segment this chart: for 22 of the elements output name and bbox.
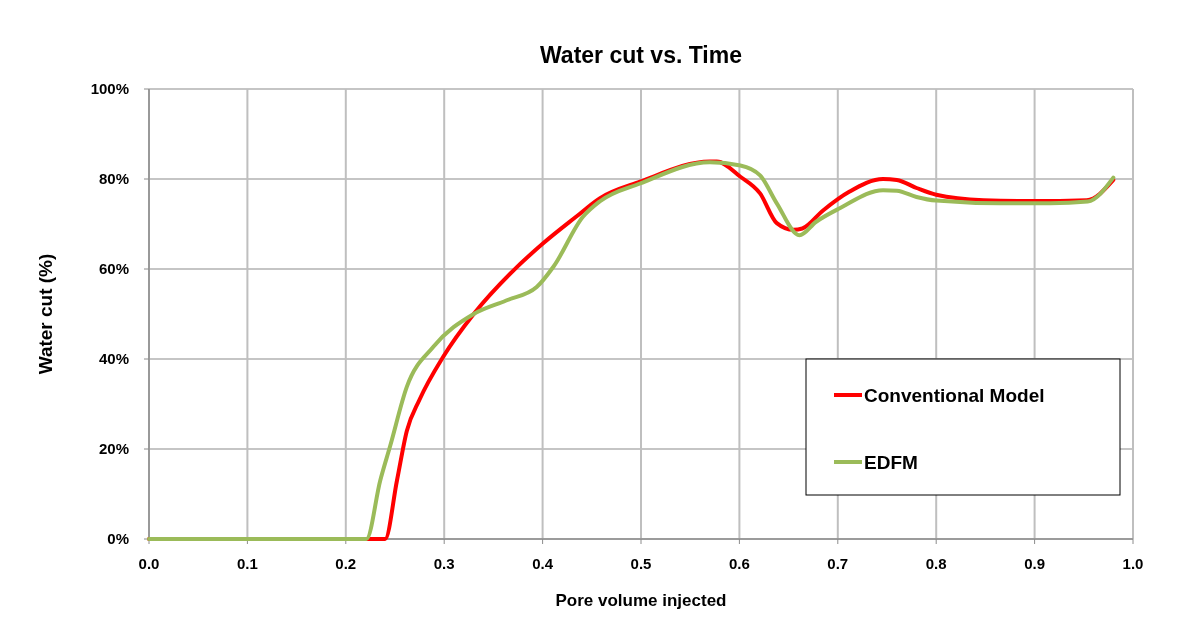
x-tick-label: 0.3	[433, 555, 455, 572]
x-tick-label: 0.0	[138, 555, 160, 572]
y-axis-title: Water cut (%)	[35, 253, 56, 375]
y-tick-label: 40%	[98, 350, 129, 367]
chart-title: Water cut vs. Time	[540, 42, 742, 68]
x-tick-label: 0.8	[925, 555, 947, 572]
legend-label: EDFM	[864, 452, 918, 473]
x-tick-label: 0.1	[236, 555, 258, 572]
x-axis-title: Pore volume injected	[555, 591, 727, 610]
y-tick-label: 20%	[98, 440, 129, 457]
x-tick-label: 0.5	[630, 555, 652, 572]
y-tick-label: 60%	[98, 260, 129, 277]
x-tick-label: 0.6	[728, 555, 750, 572]
x-tick-label: 0.9	[1024, 555, 1046, 572]
legend-label: Conventional Model	[864, 385, 1045, 406]
x-tick-label: 0.2	[335, 555, 357, 572]
x-tick-label: 0.4	[532, 555, 554, 572]
x-tick-label: 1.0	[1122, 555, 1144, 572]
y-tick-label: 100%	[90, 80, 129, 97]
x-tick-label: 0.7	[827, 555, 849, 572]
y-tick-label: 80%	[98, 170, 129, 187]
y-tick-label: 0%	[107, 530, 129, 547]
